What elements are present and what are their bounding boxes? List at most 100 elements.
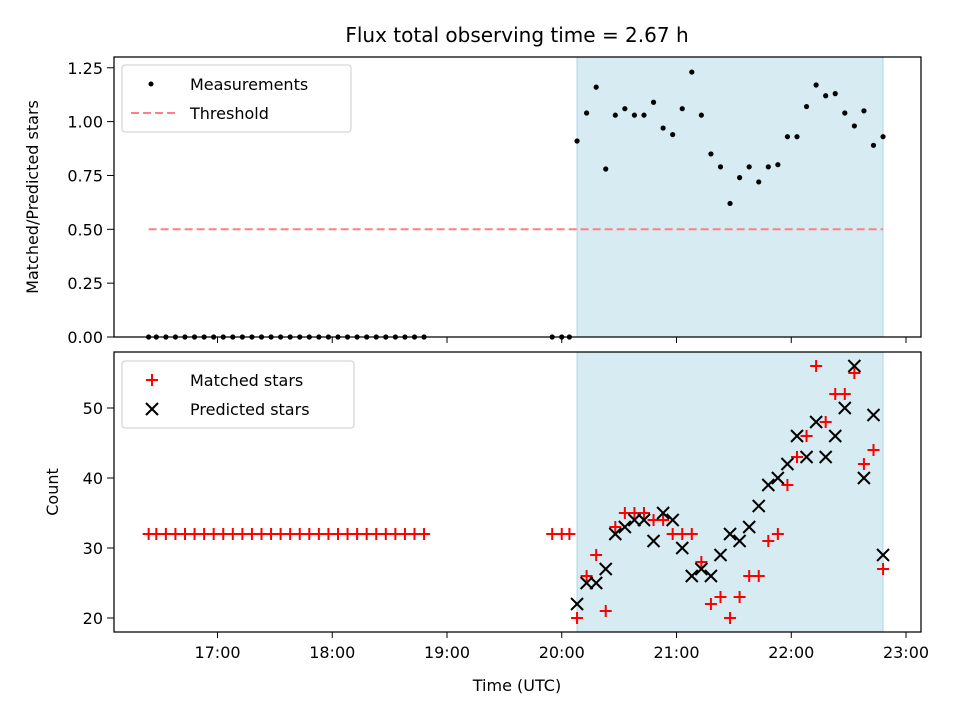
legend-measurements-label: Measurements [190, 75, 308, 94]
x-tick-label: 21:00 [653, 643, 699, 662]
y-tick-label: 0.75 [67, 166, 103, 185]
matched-star-point [563, 528, 576, 540]
matched-star-point [599, 605, 612, 617]
matched-star-point [810, 360, 823, 372]
matched-star-point [819, 416, 832, 428]
matched-star-point [657, 514, 670, 526]
measurement-point [574, 138, 580, 144]
predicted-star-point [818, 450, 833, 464]
x-tick-label: 18:00 [309, 643, 355, 662]
matched-star-point [857, 458, 870, 470]
predicted-star-point [790, 429, 804, 443]
predicted-star-point [656, 506, 670, 520]
matched-star-point [733, 591, 746, 603]
predicted-star-point [589, 576, 603, 590]
predicted-star-point [761, 478, 776, 492]
predicted-star-point [646, 534, 661, 548]
predicted-star-point [742, 520, 756, 534]
y-tick-label: 1.00 [67, 113, 103, 132]
predicted-star-point [857, 471, 871, 485]
predicted-star-point [828, 429, 842, 443]
legend-matched-label: Matched stars [190, 371, 303, 390]
bottom-y-axis-label: Count [43, 468, 62, 516]
measurement-point [631, 112, 638, 118]
top-legend-box [121, 64, 352, 133]
measurement-point [612, 112, 618, 118]
matched-star-point [848, 367, 861, 379]
predicted-star-point [579, 576, 594, 590]
predicted-star-point [752, 499, 766, 513]
measurement-point [708, 151, 714, 157]
x-tick-label: 17:00 [194, 643, 240, 662]
x-tick-label: 23:00 [883, 643, 929, 662]
x-tick-label: 22:00 [768, 643, 814, 662]
predicted-star-point [570, 597, 584, 611]
legend-matched-marker [146, 374, 158, 386]
bottom-legend-box [121, 360, 355, 429]
matched-star-point [685, 528, 698, 540]
measurement-point [756, 179, 762, 185]
measurement-point [727, 200, 733, 207]
top-panel: 0.00 0.25 0.50 0.75 1.00 1.25 Matched/Predict… [23, 56, 922, 347]
measurement-point [622, 106, 628, 112]
bottom-data-marks [142, 359, 890, 624]
measurement-point [670, 131, 676, 138]
predicted-star-point [771, 471, 785, 485]
matched-star-point [571, 612, 584, 624]
y-tick-label: 0.00 [67, 328, 103, 347]
measurement-point [775, 162, 781, 168]
predicted-star-point [838, 401, 852, 415]
matched-star-point [418, 528, 431, 540]
predicted-star-point [876, 548, 890, 562]
predicted-star-point [723, 527, 737, 541]
measurement-point [851, 123, 857, 129]
matched-star-point [714, 591, 727, 603]
predicted-star-point [665, 513, 680, 527]
y-tick-label: 40 [83, 469, 103, 488]
measurement-point [823, 93, 829, 99]
x-axis-label: Time (UTC) [472, 676, 561, 695]
predicted-star-point [704, 569, 718, 583]
bottom-panel: 20 30 40 50 17:00 18:00 19:00 20:00 21:00 22:00 23… [43, 351, 929, 662]
bottom-legend: Matched stars Predicted stars [121, 360, 355, 429]
top-y-axis-label: Matched/Predicted stars [23, 100, 42, 294]
predicted-star-point [685, 569, 699, 583]
y-tick-label: 0.50 [67, 220, 103, 239]
measurement-point [784, 134, 791, 140]
x-tick-label: 20:00 [539, 643, 585, 662]
predicted-star-point [847, 359, 862, 373]
top-highlight-span [576, 56, 884, 338]
legend-predicted-label: Predicted stars [190, 400, 310, 419]
measurement-point [737, 175, 743, 181]
measurement-point [584, 110, 590, 116]
y-tick-label: 20 [83, 609, 103, 628]
matched-star-point [762, 535, 775, 547]
measurement-point [698, 112, 704, 118]
measurement-point [641, 112, 647, 118]
matched-star-point [781, 479, 794, 491]
predicted-star-point [799, 450, 814, 464]
bottom-panel-frame [113, 351, 922, 633]
top-legend: Measurements Threshold [121, 64, 352, 133]
matched-star-point [800, 430, 813, 442]
bottom-axis-ticks: 20 30 40 50 17:00 18:00 19:00 20:00 21:00 22:00 23… [83, 399, 929, 662]
predicted-star-point [599, 562, 613, 576]
matched-star-point [724, 612, 737, 624]
predicted-star-point [608, 527, 623, 541]
predicted-star-point [713, 548, 728, 562]
matched-star-point [704, 598, 717, 610]
top-axis-ticks: 0.00 0.25 0.50 0.75 1.00 1.25 [67, 59, 907, 347]
measurement-point [842, 110, 848, 116]
matched-star-point [695, 556, 708, 568]
matched-star-point [637, 507, 650, 519]
matched-star-point [771, 528, 784, 540]
matched-star-point [580, 570, 593, 582]
measurement-point [746, 164, 752, 170]
y-tick-label: 0.25 [67, 274, 103, 293]
legend-threshold-label: Threshold [189, 104, 269, 123]
top-panel-frame [113, 56, 922, 338]
predicted-star-point [780, 457, 795, 471]
predicted-star-point [732, 534, 747, 548]
measurement-point [689, 69, 695, 75]
